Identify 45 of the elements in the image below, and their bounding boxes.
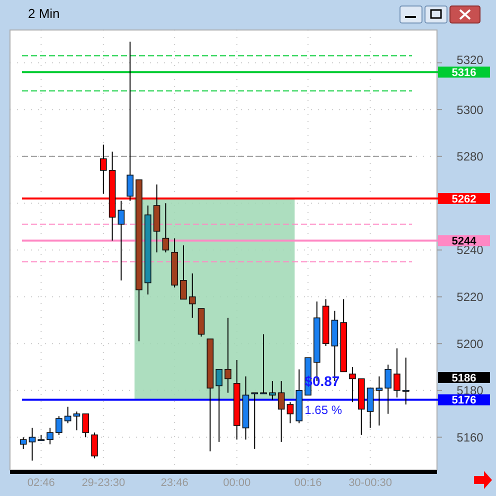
candlestick	[402, 357, 410, 405]
candlestick	[118, 200, 125, 281]
candlestick	[82, 413, 90, 438]
candlestick	[260, 334, 267, 394]
candlestick	[126, 41, 134, 202]
candlestick	[384, 364, 392, 414]
x-tick-label: 23:46	[160, 477, 188, 489]
candlestick	[46, 427, 54, 445]
annotation: 1.65 %	[304, 403, 342, 417]
candlestick	[100, 144, 107, 194]
candlestick	[269, 380, 276, 400]
candlestick	[56, 416, 62, 436]
ref-line-label: 5262	[452, 193, 476, 206]
candlestick	[91, 432, 98, 459]
candlestick	[216, 368, 222, 442]
candlestick	[251, 392, 258, 450]
chart-title: 2 Min	[28, 6, 60, 21]
candlestick	[394, 348, 400, 398]
candlestick	[349, 366, 356, 403]
y-tick-label: 5280	[456, 150, 484, 164]
ref-line-label: 5176	[452, 394, 476, 407]
y-tick-label: 5300	[456, 102, 484, 117]
candlestick	[73, 410, 80, 431]
candlestick	[20, 436, 27, 450]
candlestick	[162, 202, 170, 253]
candlestick	[286, 402, 294, 424]
y-tick-label: 5160	[456, 430, 484, 444]
x-tick-label: 02:46	[27, 477, 55, 489]
text: 5186	[452, 372, 476, 384]
y-tick-label: 5200	[456, 336, 484, 351]
candlestick	[278, 380, 285, 442]
ref-line-label: 5316	[452, 66, 476, 79]
candlestick	[224, 317, 232, 394]
x-tick-label: 00:16	[294, 477, 322, 489]
candlestick	[366, 388, 374, 428]
candlestick	[188, 272, 196, 318]
candlestick	[180, 244, 187, 300]
y-tick-label: 5320	[456, 52, 484, 67]
x-tick-label: 00:00	[223, 477, 251, 489]
y-tick-label: 5220	[456, 290, 484, 304]
candlestick	[64, 406, 72, 424]
candlestick	[376, 376, 383, 426]
candlestick	[28, 427, 36, 462]
x-tick-label: 29-23:30	[82, 477, 126, 489]
x-tick-label: 30-00:30	[348, 477, 392, 489]
